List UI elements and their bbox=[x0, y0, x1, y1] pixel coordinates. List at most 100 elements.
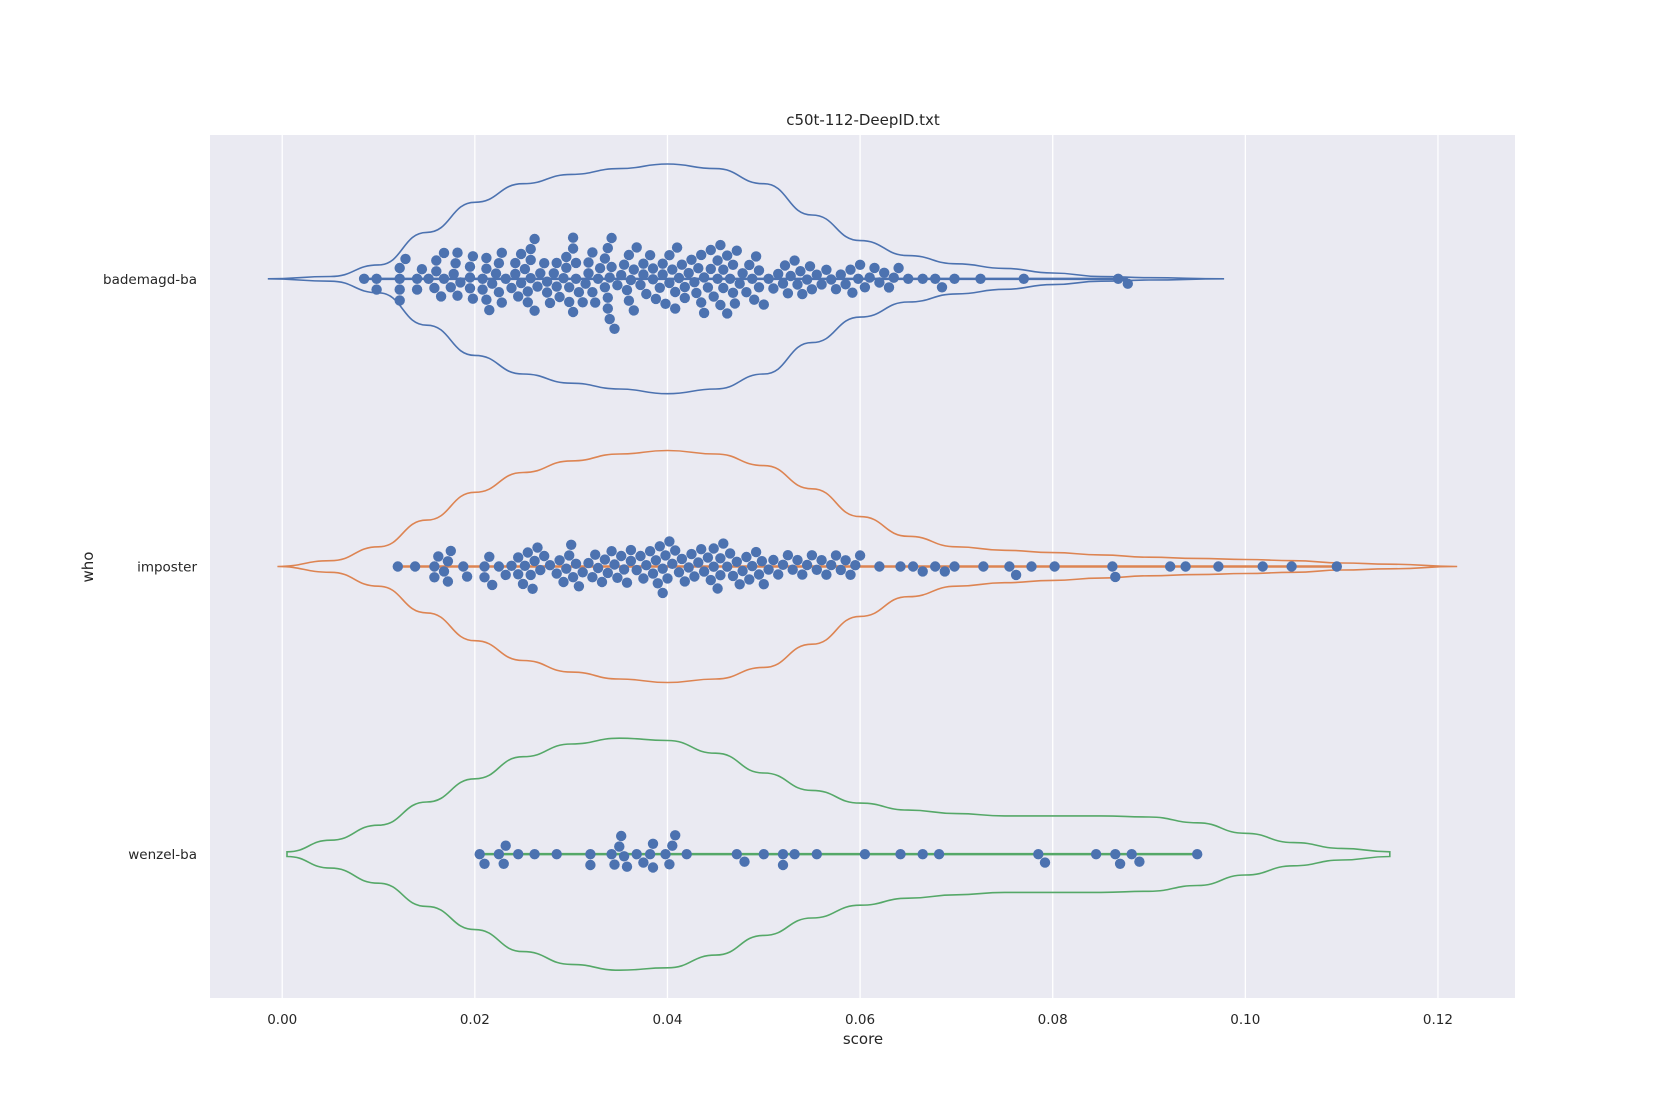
swarm-point bbox=[933, 849, 945, 860]
swarm-point bbox=[727, 287, 739, 298]
swarm-point bbox=[722, 561, 733, 572]
swarm-point bbox=[487, 278, 498, 289]
swarm-point bbox=[616, 550, 627, 562]
swarm-point bbox=[750, 251, 762, 262]
swarm-point bbox=[1010, 569, 1022, 581]
swarm-point bbox=[1004, 561, 1015, 572]
swarm-point bbox=[763, 564, 774, 575]
swarm-point bbox=[587, 287, 598, 298]
swarm-point bbox=[797, 288, 808, 300]
swarm-point bbox=[930, 561, 941, 572]
swarm-point bbox=[782, 288, 794, 299]
swarm-point bbox=[679, 281, 690, 293]
swarm-point bbox=[599, 554, 611, 565]
swarm-point bbox=[477, 273, 488, 284]
swarm-point bbox=[515, 277, 527, 289]
swarm-point bbox=[789, 255, 800, 266]
swarm-point bbox=[448, 268, 459, 280]
swarm-point bbox=[498, 858, 509, 869]
swarm-point bbox=[727, 259, 739, 270]
swarm-point bbox=[371, 273, 382, 284]
swarm-point bbox=[949, 273, 960, 284]
x-tick-label: 0.04 bbox=[652, 1012, 682, 1028]
swarm-point bbox=[1090, 849, 1102, 860]
swarm-point bbox=[779, 260, 791, 271]
swarm-point bbox=[1039, 857, 1051, 868]
swarm-point bbox=[1192, 849, 1203, 860]
swarm-point bbox=[647, 263, 659, 274]
swarm-point bbox=[681, 849, 692, 860]
swarm-point bbox=[859, 282, 871, 293]
swarm-point bbox=[431, 255, 442, 266]
swarm-point bbox=[753, 569, 765, 580]
swarm-point bbox=[358, 273, 370, 284]
swarm-point bbox=[479, 572, 490, 583]
swarm-point bbox=[628, 264, 639, 275]
swarm-point bbox=[660, 550, 671, 561]
swarm-point bbox=[835, 269, 846, 280]
swarm-point bbox=[712, 273, 723, 284]
swarm-point bbox=[450, 258, 461, 269]
swarm-point bbox=[573, 287, 585, 298]
swarm-point bbox=[394, 284, 405, 295]
swarm-point bbox=[429, 572, 440, 583]
swarm-point bbox=[1134, 856, 1145, 867]
swarm-point bbox=[464, 261, 476, 272]
swarm-point bbox=[621, 284, 633, 296]
swarm-point bbox=[517, 578, 529, 590]
swarm-point bbox=[670, 286, 681, 298]
swarm-point bbox=[490, 268, 502, 279]
swarm-point bbox=[664, 277, 675, 289]
swarm-point bbox=[657, 258, 668, 269]
swarm-point bbox=[978, 561, 989, 572]
swarm-point bbox=[515, 248, 527, 260]
swarm-point bbox=[493, 849, 505, 860]
swarm-point bbox=[513, 569, 524, 580]
swarm-point bbox=[564, 550, 575, 561]
y-tick-label: wenzel-ba bbox=[128, 847, 197, 863]
swarm-point bbox=[744, 259, 755, 271]
swarm-point bbox=[801, 274, 813, 285]
swarm-point bbox=[435, 291, 447, 302]
swarm-point bbox=[657, 269, 668, 280]
swarm-point bbox=[1286, 561, 1297, 572]
swarm-point bbox=[481, 252, 492, 264]
swarm-point bbox=[650, 555, 662, 566]
swarm-point bbox=[612, 280, 623, 291]
swarm-point bbox=[801, 559, 813, 571]
swarm-point bbox=[930, 273, 941, 284]
swarm-point bbox=[1018, 273, 1029, 284]
x-tick-label: 0.06 bbox=[845, 1012, 875, 1028]
swarm-point bbox=[840, 555, 851, 566]
swarm-point bbox=[585, 849, 596, 860]
swarm-point bbox=[647, 838, 659, 849]
swarm-point bbox=[577, 297, 588, 308]
swarm-point bbox=[623, 295, 635, 306]
swarm-point bbox=[438, 273, 450, 284]
x-tick-label: 0.12 bbox=[1423, 1012, 1453, 1028]
violin-imposter bbox=[277, 449, 1459, 684]
chart-title: c50t-112-DeepID.txt bbox=[786, 111, 940, 129]
swarm-point bbox=[660, 849, 671, 860]
swarm-point bbox=[539, 550, 550, 562]
swarm-point bbox=[718, 282, 729, 294]
swarm-point bbox=[638, 573, 649, 584]
swarm-point bbox=[587, 247, 598, 258]
swarm-point bbox=[826, 559, 837, 571]
swarm-point bbox=[631, 242, 642, 253]
swarm-point bbox=[737, 565, 748, 577]
swarm-point bbox=[392, 561, 403, 572]
swarm-point bbox=[1180, 561, 1191, 572]
swarm-point bbox=[496, 297, 507, 308]
swarm-point bbox=[525, 273, 536, 284]
swarm-point bbox=[513, 849, 524, 860]
swarm-point bbox=[650, 293, 662, 305]
swarm-point bbox=[753, 265, 765, 276]
swarm-point bbox=[566, 539, 577, 550]
swarm-point bbox=[1113, 273, 1124, 284]
swarm-point bbox=[939, 566, 950, 577]
swarm-point bbox=[679, 576, 690, 587]
swarm-point bbox=[484, 551, 495, 562]
swarm-point bbox=[561, 251, 572, 263]
violin-wenzel-ba bbox=[286, 737, 1391, 972]
